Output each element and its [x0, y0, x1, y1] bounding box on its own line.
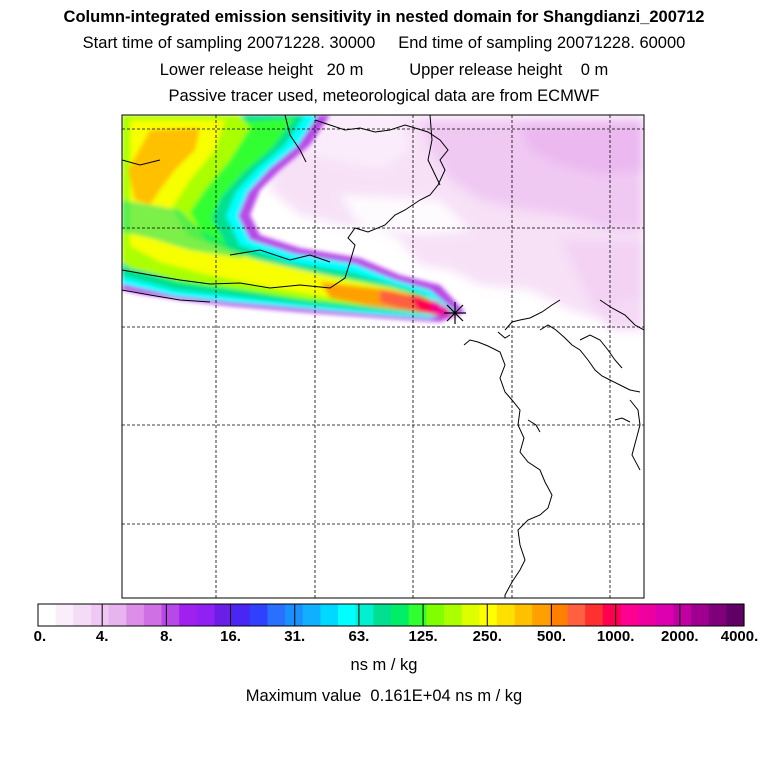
- colorbar-swatch: [479, 604, 498, 626]
- colorbar-label: 8.: [160, 628, 173, 645]
- colorbar-swatch: [549, 604, 569, 626]
- colorbar-swatch: [196, 604, 216, 626]
- colorbar-swatch: [214, 604, 233, 626]
- release-height-line: Lower release height 20 m Upper release …: [159, 61, 609, 79]
- colorbar-swatch: [514, 604, 533, 626]
- colorbar-swatch: [496, 604, 516, 626]
- colorbar-swatch: [302, 604, 321, 626]
- sampling-time-line: Start time of sampling 20071228. 30000 E…: [82, 34, 686, 52]
- plume: [122, 115, 465, 322]
- colorbar-swatch: [108, 604, 127, 626]
- colorbar-swatch: [267, 604, 286, 626]
- colorbar-label: 4.: [95, 628, 109, 645]
- colorbar-swatch: [708, 604, 727, 626]
- colorbar-label: 500.: [536, 628, 567, 645]
- colorbar-swatch: [602, 604, 622, 626]
- low-sensitivity-field: [270, 115, 644, 330]
- colorbar-swatch: [461, 604, 480, 626]
- colorbar-label: 16.: [220, 628, 241, 645]
- receptor-marker: [444, 302, 466, 324]
- colorbar-swatch: [443, 604, 463, 626]
- coastlines: [122, 115, 644, 598]
- units-label: ns m / kg: [350, 656, 418, 674]
- colorbar-swatch: [232, 604, 251, 626]
- tracer-info-line: Passive tracer used, meteorological data…: [168, 87, 600, 105]
- colorbar-label: 63.: [348, 628, 370, 645]
- colorbar-swatch: [585, 604, 604, 626]
- colorbar-label: 4000.: [720, 628, 759, 645]
- colorbar-swatch: [532, 604, 551, 626]
- colorbar-label: 2000.: [661, 628, 699, 645]
- colorbar-label: 1000.: [596, 628, 635, 645]
- colorbar-swatch: [567, 604, 586, 626]
- colorbar-swatch: [143, 604, 163, 626]
- colorbar-swatch: [408, 604, 427, 626]
- colorbar-label: 125.: [408, 628, 438, 645]
- colorbar-swatch: [285, 604, 304, 626]
- colorbar-border: [37, 603, 745, 627]
- colorbar-swatch: [90, 604, 110, 626]
- colorbar-swatch: [691, 604, 710, 626]
- colorbar-swatch: [373, 604, 392, 626]
- colorbar-swatch: [655, 604, 674, 626]
- colorbar-label: 250.: [472, 628, 502, 645]
- colorbar-swatch: [338, 604, 357, 626]
- map-border: [121, 114, 645, 599]
- plot-title: Column-integrated emission sensitivity i…: [63, 8, 705, 26]
- colorbar-swatch: [638, 604, 657, 626]
- colorbar-swatch: [73, 604, 92, 626]
- colorbar-label: 0.: [33, 628, 47, 645]
- colorbar-swatch: [426, 604, 445, 626]
- colorbar-swatch: [320, 604, 339, 626]
- colorbar-swatch: [161, 604, 180, 626]
- colorbar-swatch: [126, 604, 145, 626]
- colorbar: [38, 604, 745, 626]
- max-value-label: Maximum value 0.161E+04 ns m / kg: [245, 687, 523, 705]
- colorbar-swatch: [249, 604, 269, 626]
- colorbar-swatch: [673, 604, 692, 626]
- colorbar-swatch: [38, 604, 57, 626]
- colorbar-swatch: [55, 604, 74, 626]
- graticule: [122, 115, 644, 598]
- colorbar-swatch: [391, 604, 410, 626]
- colorbar-swatch: [179, 604, 198, 626]
- colorbar-swatch: [726, 604, 745, 626]
- colorbar-swatch: [355, 604, 374, 626]
- colorbar-swatch: [620, 604, 639, 626]
- colorbar-label: 31.: [284, 628, 306, 645]
